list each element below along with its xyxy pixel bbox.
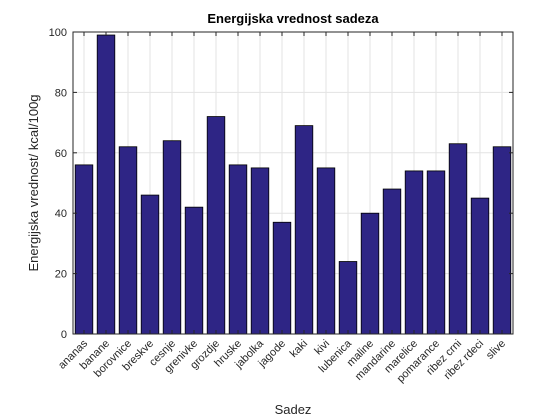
bar-grenivke bbox=[184, 206, 204, 335]
x-axis-label: Sadez bbox=[275, 402, 312, 417]
bar-pomarance bbox=[426, 170, 446, 335]
x-tick-label: kaki bbox=[288, 338, 310, 360]
bar-marelice bbox=[404, 170, 424, 335]
bar-lubenica bbox=[338, 261, 358, 335]
bar-banane bbox=[96, 34, 116, 335]
y-tick-label: 20 bbox=[55, 269, 67, 281]
bar-kaki bbox=[294, 125, 314, 335]
bars bbox=[74, 34, 512, 335]
bar-hruske bbox=[228, 164, 248, 335]
bar-slive bbox=[492, 146, 512, 335]
bar-jabolka bbox=[250, 167, 270, 335]
bar-mandarine bbox=[382, 188, 402, 335]
bar-breskve bbox=[140, 194, 160, 335]
bar-ananas bbox=[74, 164, 94, 335]
y-axis-ticks: 0 20 40 60 80 100 bbox=[49, 27, 513, 341]
bar-grozdje bbox=[206, 116, 226, 335]
bar-kivi bbox=[316, 167, 336, 335]
y-axis-label: Energijska vrednost/ kcal/100g bbox=[26, 94, 41, 271]
bar-cesnje bbox=[162, 140, 182, 335]
bar-maline bbox=[360, 212, 380, 335]
y-tick-label: 40 bbox=[55, 208, 67, 220]
y-tick-label: 60 bbox=[55, 148, 67, 160]
y-tick-label: 0 bbox=[61, 329, 67, 341]
plot-frame bbox=[72, 31, 514, 335]
bar-ribez-rdeci bbox=[470, 197, 490, 335]
y-tick-label: 80 bbox=[55, 87, 67, 99]
chart-title: Energijska vrednost sadeza bbox=[207, 11, 379, 26]
y-tick-label: 100 bbox=[49, 27, 67, 39]
x-tick-label: slive bbox=[484, 338, 508, 362]
bar-ribez-crni bbox=[448, 143, 468, 335]
bar-borovnice bbox=[118, 146, 138, 335]
bar-jagode bbox=[272, 221, 292, 335]
grid-lines bbox=[73, 31, 513, 335]
